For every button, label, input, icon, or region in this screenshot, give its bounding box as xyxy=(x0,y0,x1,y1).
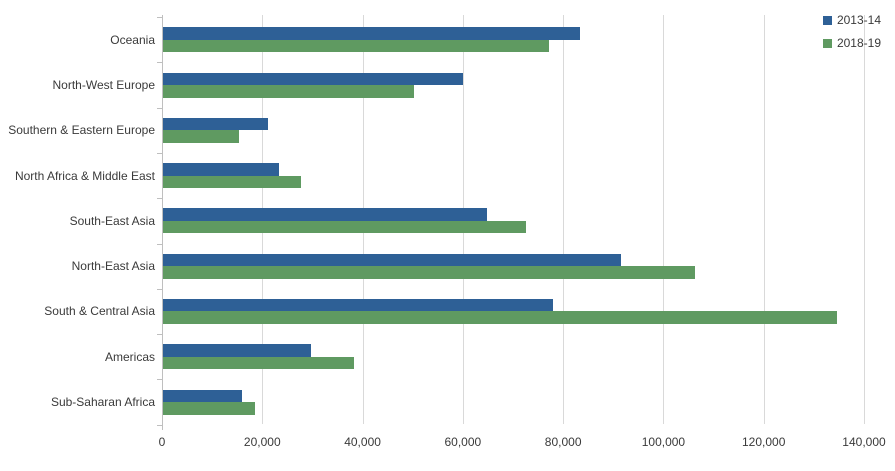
category-label: North-West Europe xyxy=(52,78,156,93)
axis-tick xyxy=(157,17,162,19)
axis-tick xyxy=(157,243,162,245)
bar-2013-14 xyxy=(163,72,463,86)
gridline xyxy=(563,15,565,424)
legend-swatch-green-icon xyxy=(822,38,832,48)
x-tick-label: 0 xyxy=(158,435,166,449)
category-axis-line xyxy=(162,15,163,430)
category-label: Oceania xyxy=(110,32,155,47)
category-label: Southern & Eastern Europe xyxy=(8,123,155,138)
bar-2018-19 xyxy=(163,356,354,370)
legend-entry-2018-19: 2018-19 xyxy=(822,36,881,50)
bar-2018-19 xyxy=(163,311,838,324)
category-label: Sub-Saharan Africa xyxy=(50,395,155,410)
bar-2013-14 xyxy=(163,344,311,357)
bar-2018-19 xyxy=(163,85,415,98)
bar-2013-14 xyxy=(163,208,487,221)
x-tick-label: 80,000 xyxy=(544,435,582,449)
axis-tick xyxy=(157,288,162,290)
legend-swatch-blue-icon xyxy=(822,15,832,25)
axis-tick xyxy=(157,424,162,426)
category-label: South-East Asia xyxy=(69,213,155,228)
category-axis: Oceania North-West Europe Southern & Easte… xyxy=(0,0,155,471)
bar-2013-14 xyxy=(163,163,279,176)
bar-2018-19 xyxy=(163,175,301,189)
gridline xyxy=(663,15,665,424)
category-label: South & Central Asia xyxy=(44,304,155,319)
category-label: Americas xyxy=(104,349,155,364)
bar-2018-19 xyxy=(163,130,240,143)
axis-tick xyxy=(157,62,162,64)
bar-2018-19 xyxy=(163,39,550,53)
bar-2018-19 xyxy=(163,266,695,279)
legend: 2013-14 2018-19 xyxy=(822,13,881,50)
bar-2018-19 xyxy=(163,402,256,415)
axis-tick xyxy=(157,334,162,336)
plot-area xyxy=(157,15,865,430)
bar-2013-14 xyxy=(163,298,553,312)
bar-2018-19 xyxy=(163,220,526,234)
x-tick-label: 120,000 xyxy=(742,435,786,449)
axis-tick xyxy=(157,153,162,154)
x-tick-label: 40,000 xyxy=(344,435,381,449)
axis-tick xyxy=(157,107,162,109)
bar-2013-14 xyxy=(163,27,580,40)
x-tick-label: 140,000 xyxy=(842,435,886,449)
category-label: North Africa & Middle East xyxy=(14,168,155,183)
category-label: North-East Asia xyxy=(71,259,155,274)
legend-label-2018-19: 2018-19 xyxy=(836,36,881,50)
axis-tick xyxy=(157,198,162,200)
axis-tick xyxy=(157,379,162,381)
gridline xyxy=(763,15,765,424)
bar-2013-14 xyxy=(163,389,242,403)
gridline xyxy=(864,15,865,424)
legend-label-2013-14: 2013-14 xyxy=(836,13,881,27)
x-tick-label: 100,000 xyxy=(641,435,686,449)
x-tick-label: 20,000 xyxy=(243,435,281,449)
legend-entry-2013-14: 2013-14 xyxy=(822,13,881,27)
bar-2013-14 xyxy=(163,117,269,131)
bar-2013-14 xyxy=(163,253,621,267)
x-tick-label: 60,000 xyxy=(444,435,482,449)
